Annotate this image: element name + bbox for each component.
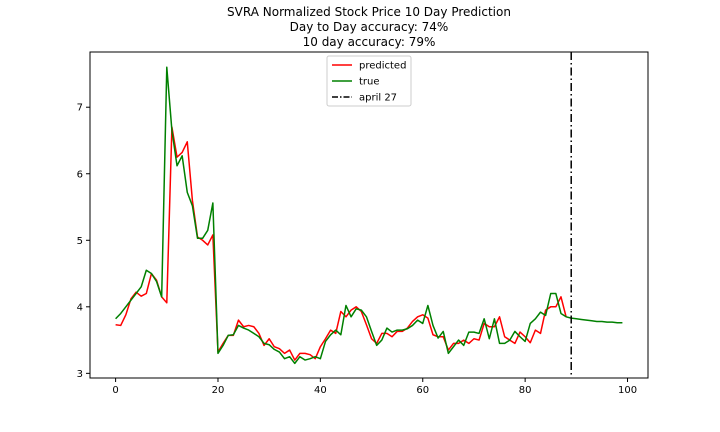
x-tick-label: 0 (112, 385, 118, 396)
x-axis: 0 20 40 60 80 100 (112, 378, 637, 396)
series-line-true (115, 66, 623, 365)
legend-box (326, 55, 412, 107)
legend-label-true: true (359, 77, 380, 88)
x-tick-label: 100 (618, 385, 637, 396)
chart-subtitle-2: 10 day accuracy: 79% (303, 35, 436, 49)
legend-label-april-27: april 27 (359, 93, 397, 104)
x-tick-label: 40 (314, 385, 327, 396)
y-tick-label: 6 (77, 169, 83, 180)
y-tick-label: 3 (77, 369, 83, 380)
x-tick-label: 20 (212, 385, 225, 396)
y-tick-label: 4 (77, 302, 83, 313)
legend: predicted true april 27 (326, 55, 412, 107)
y-tick-label: 7 (77, 103, 83, 114)
series-line-predicted (115, 126, 567, 361)
y-axis: 3 4 5 6 7 (77, 103, 90, 380)
x-tick-label: 60 (416, 385, 429, 396)
x-tick-label: 80 (519, 385, 532, 396)
legend-label-predicted: predicted (359, 61, 406, 72)
chart-subtitle-1: Day to Day accuracy: 74% (290, 20, 449, 34)
plot-frame (89, 51, 649, 379)
chart-title: SVRA Normalized Stock Price 10 Day Predi… (227, 5, 511, 19)
y-tick-label: 5 (77, 236, 83, 247)
plot-lines (115, 52, 623, 378)
